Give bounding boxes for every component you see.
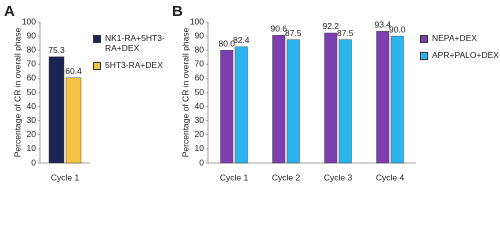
bar bbox=[286, 39, 300, 164]
y-tick-label: 70 bbox=[27, 59, 37, 69]
panel-label: A bbox=[4, 3, 15, 20]
y-tick-label: 30 bbox=[195, 115, 205, 125]
bar bbox=[234, 46, 248, 164]
bar bbox=[48, 56, 65, 164]
y-tick-label: 10 bbox=[27, 143, 37, 153]
bar bbox=[220, 50, 234, 164]
y-tick-label: 60 bbox=[195, 73, 205, 83]
value-label: 87.5 bbox=[285, 28, 302, 38]
bar bbox=[338, 39, 352, 164]
legend-swatch bbox=[420, 35, 428, 43]
y-tick-label: 0 bbox=[31, 157, 36, 167]
y-tick-label: 50 bbox=[27, 87, 37, 97]
legend-item: NEPA+DEX bbox=[420, 33, 500, 43]
chart: A Percentage of CR in overall phase 0 10 20 3… bbox=[4, 3, 416, 182]
legend-label: NEPA+DEX bbox=[432, 33, 477, 43]
bar bbox=[65, 77, 82, 164]
x-tick-label: Cycle 4 bbox=[376, 172, 405, 182]
legend-item: NK1-RA+5HT3-RA+DEX bbox=[93, 33, 168, 53]
legend-swatch bbox=[93, 35, 101, 43]
figure: A Percentage of CR in overall phase 0 10 20 3… bbox=[4, 3, 500, 182]
bar bbox=[272, 35, 286, 164]
y-tick-label: 20 bbox=[27, 129, 37, 139]
value-label: 92.2 bbox=[322, 21, 339, 31]
legend-label: APR+PALO+DEX bbox=[432, 50, 499, 60]
y-tick-label: 10 bbox=[195, 143, 205, 153]
legend: NK1-RA+5HT3-RA+DEX 5HT3-RA+DEX bbox=[93, 33, 168, 77]
x-tick-label: Cycle 1 bbox=[220, 172, 249, 182]
y-axis-label: Percentage of CR in overall phase bbox=[12, 27, 22, 157]
y-tick-label: 100 bbox=[190, 16, 204, 26]
y-tick-label: 50 bbox=[195, 87, 205, 97]
bar bbox=[324, 32, 338, 164]
x-tick-label: Cycle 1 bbox=[51, 172, 80, 182]
legend: NEPA+DEX APR+PALO+DEX bbox=[420, 33, 500, 67]
bar bbox=[390, 35, 404, 164]
panel-label: B bbox=[172, 3, 183, 20]
y-tick-label: 0 bbox=[199, 157, 204, 167]
legend-label: NK1-RA+5HT3-RA+DEX bbox=[105, 33, 165, 53]
y-tick-label: 100 bbox=[22, 16, 36, 26]
y-tick-label: 90 bbox=[195, 30, 205, 40]
legend-item: 5HT3-RA+DEX bbox=[93, 60, 168, 70]
y-tick-label: 30 bbox=[27, 115, 37, 125]
value-label: 93.4 bbox=[374, 20, 391, 30]
value-label: 82.4 bbox=[233, 35, 250, 45]
bar bbox=[376, 31, 390, 164]
value-label: 87.5 bbox=[337, 28, 354, 38]
y-tick-label: 80 bbox=[195, 44, 205, 54]
value-label: 75.3 bbox=[48, 45, 65, 55]
y-tick-label: 60 bbox=[27, 73, 37, 83]
legend-label: 5HT3-RA+DEX bbox=[105, 60, 163, 70]
value-label: 90.0 bbox=[389, 24, 406, 34]
y-tick-label: 40 bbox=[195, 101, 205, 111]
y-tick-label: 40 bbox=[27, 101, 37, 111]
legend-item: APR+PALO+DEX bbox=[420, 50, 500, 60]
y-tick-label: 90 bbox=[27, 30, 37, 40]
y-axis-label: Percentage of CR in overall phase bbox=[180, 27, 190, 157]
x-tick-label: Cycle 2 bbox=[272, 172, 301, 182]
value-label: 80.0 bbox=[218, 38, 235, 48]
legend-swatch bbox=[420, 52, 428, 60]
legend-swatch bbox=[93, 62, 101, 70]
value-label: 60.4 bbox=[65, 66, 82, 76]
y-tick-label: 20 bbox=[195, 129, 205, 139]
y-tick-label: 80 bbox=[27, 44, 37, 54]
x-tick-label: Cycle 3 bbox=[324, 172, 353, 182]
value-label: 90.6 bbox=[270, 24, 287, 34]
y-tick-label: 70 bbox=[195, 59, 205, 69]
